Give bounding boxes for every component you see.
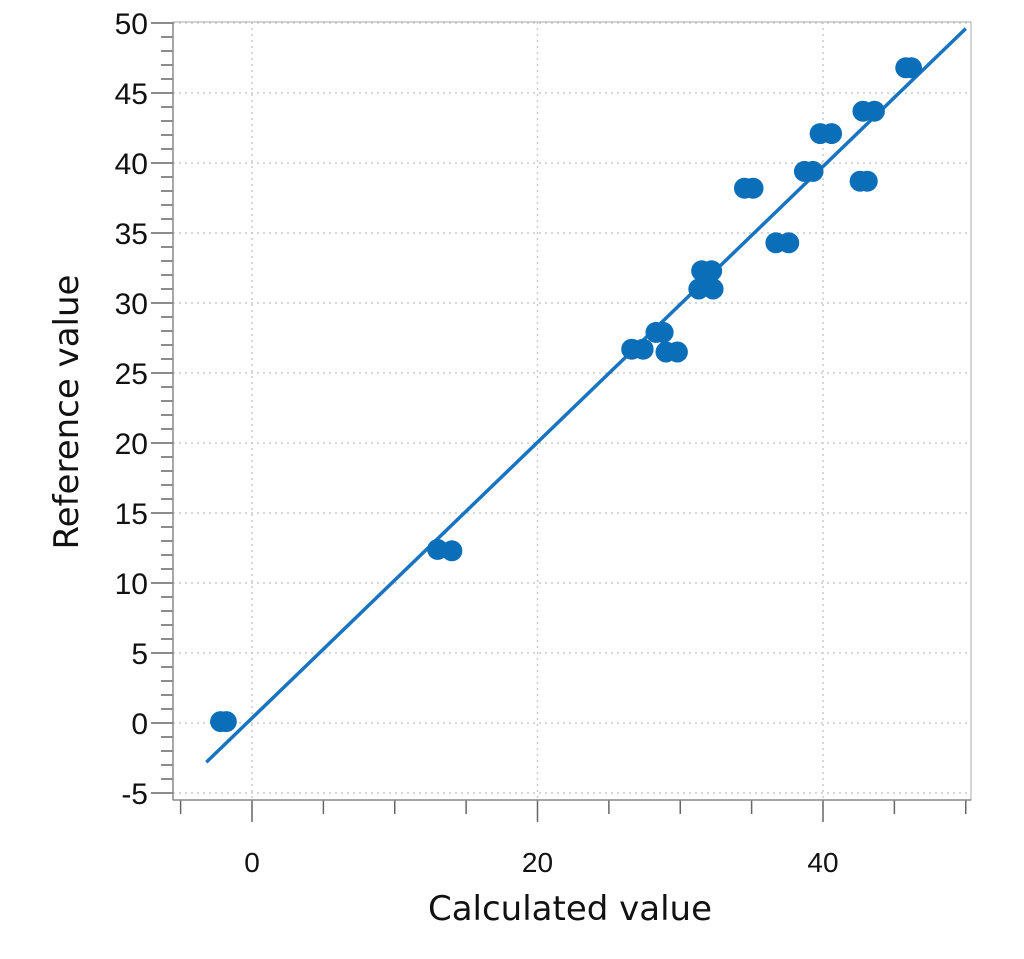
x-tick-labels: 0 20 40 [244, 847, 838, 878]
data-point [821, 123, 843, 145]
y-tick-label: 5 [131, 638, 148, 671]
y-tick-label: 40 [115, 148, 148, 181]
trend-line [205, 27, 967, 764]
minor-ticks [151, 22, 967, 822]
y-axis-title: Reference value [47, 275, 87, 550]
data-point [701, 260, 723, 282]
x-axis-title: Calculated value [428, 889, 712, 929]
y-tick-label: 20 [115, 428, 148, 461]
data-points [210, 57, 923, 733]
y-tick-label: 35 [115, 218, 148, 251]
x-tick-label: 0 [244, 847, 260, 878]
x-tick-label: 40 [807, 847, 838, 878]
y-tick-label: 50 [115, 8, 148, 41]
y-tick-label: 45 [115, 78, 148, 111]
y-tick-label: 30 [115, 288, 148, 321]
y-tick-label: -5 [121, 778, 148, 811]
axes [172, 22, 971, 801]
y-tick-label: 10 [115, 568, 148, 601]
data-point [215, 711, 237, 733]
data-point [856, 170, 878, 192]
y-tick-label: 15 [115, 498, 148, 531]
data-point [441, 540, 463, 562]
y-tick-label: 25 [115, 358, 148, 391]
data-point [742, 177, 764, 199]
trend-line-group [205, 27, 967, 764]
data-point [632, 338, 654, 360]
data-point [863, 100, 885, 122]
y-tick-labels: -5 0 5 10 15 20 25 30 35 40 45 50 [115, 8, 148, 811]
data-point [666, 341, 688, 363]
grid-lines [173, 22, 971, 800]
data-point [901, 57, 923, 79]
y-tick-label: 0 [131, 708, 148, 741]
data-point [652, 321, 674, 343]
x-tick-label: 20 [522, 847, 553, 878]
data-point [802, 160, 824, 182]
data-point [702, 278, 724, 300]
data-point [778, 232, 800, 254]
